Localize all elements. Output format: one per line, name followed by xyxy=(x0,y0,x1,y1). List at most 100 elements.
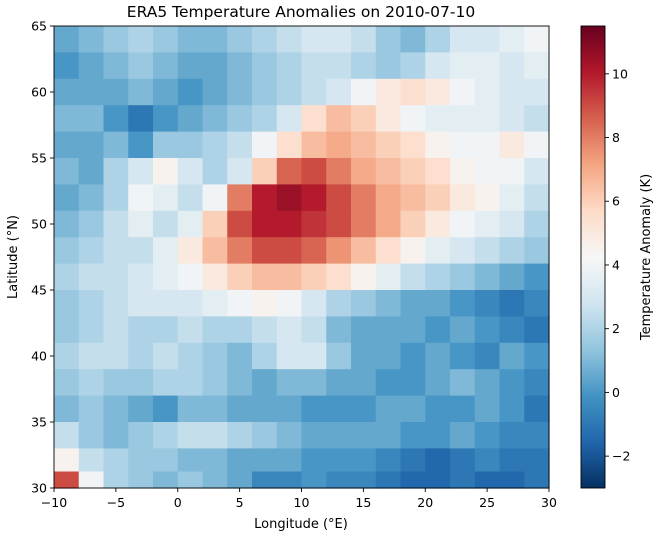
heatmap-cell xyxy=(103,471,129,489)
heatmap-cell xyxy=(78,52,105,80)
heatmap-cell xyxy=(78,158,105,185)
heatmap-cell xyxy=(499,131,525,159)
heatmap-cell xyxy=(400,210,426,238)
heatmap-cell xyxy=(177,316,204,344)
heatmap-cell xyxy=(474,290,501,317)
heatmap-cell xyxy=(128,395,154,423)
heatmap-cell xyxy=(54,263,80,291)
heatmap-cell xyxy=(375,105,402,133)
heatmap-cell xyxy=(276,448,303,473)
heatmap-cell xyxy=(301,422,327,449)
heatmap-cell xyxy=(375,237,402,265)
heatmap-cell xyxy=(351,52,377,80)
heatmap-cell xyxy=(375,290,402,317)
heatmap-cell xyxy=(351,422,377,449)
heatmap-cell xyxy=(252,105,278,133)
heatmap-cell xyxy=(375,448,402,473)
heatmap-cell xyxy=(54,184,80,212)
heatmap-cell xyxy=(425,471,451,489)
heatmap-cell xyxy=(276,237,303,265)
heatmap-cell xyxy=(128,263,154,291)
heatmap-cell xyxy=(78,26,105,53)
heatmap-cell xyxy=(153,448,179,473)
heatmap-cell xyxy=(276,78,303,106)
heatmap-cell xyxy=(252,210,278,238)
heatmap-cell xyxy=(400,316,426,344)
heatmap-cell xyxy=(425,342,451,370)
heatmap-cell xyxy=(202,316,228,344)
heatmap-cell xyxy=(177,131,204,159)
heatmap-cell xyxy=(227,26,253,53)
heatmap-cell xyxy=(252,26,278,53)
chart-title: ERA5 Temperature Anomalies on 2010-07-10 xyxy=(127,3,475,21)
heatmap-cell xyxy=(301,210,327,238)
heatmap-cell xyxy=(474,131,501,159)
heatmap-cell xyxy=(375,158,402,185)
heatmap-cell xyxy=(425,369,451,397)
heatmap-cell xyxy=(524,342,550,370)
y-axis-label: Latitude (°N) xyxy=(6,215,21,299)
heatmap-cell xyxy=(227,471,253,489)
heatmap-cell xyxy=(276,471,303,489)
heatmap-cell xyxy=(54,290,80,317)
heatmap-cell xyxy=(227,263,253,291)
heatmap-cell xyxy=(202,131,228,159)
heatmap-cell xyxy=(202,210,228,238)
heatmap-cell xyxy=(78,78,105,106)
heatmap-cell xyxy=(326,263,352,291)
heatmap-cell xyxy=(252,237,278,265)
colorbar-tick-label: 10 xyxy=(612,66,628,81)
heatmap-cell xyxy=(54,237,80,265)
heatmap-cell xyxy=(301,78,327,106)
heatmap-cell xyxy=(499,290,525,317)
heatmap-cell xyxy=(128,471,154,489)
heatmap-cell xyxy=(375,422,402,449)
heatmap-cell xyxy=(301,369,327,397)
heatmap-cell xyxy=(499,237,525,265)
heatmap-cell xyxy=(227,210,253,238)
heatmap-cell xyxy=(400,263,426,291)
heatmap-cell xyxy=(128,105,154,133)
heatmap-cell xyxy=(524,105,550,133)
heatmap-cell xyxy=(276,395,303,423)
heatmap-cell xyxy=(276,184,303,212)
heatmap-cell xyxy=(400,422,426,449)
heatmap-cell xyxy=(252,290,278,317)
heatmap-cell xyxy=(326,342,352,370)
heatmap-cell xyxy=(103,422,129,449)
heatmap-cell xyxy=(103,395,129,423)
x-tick-label: 0 xyxy=(174,495,182,510)
heatmap-cell xyxy=(78,316,105,344)
heatmap-cell xyxy=(450,237,476,265)
heatmap-cell xyxy=(78,448,105,473)
heatmap-cell xyxy=(400,395,426,423)
heatmap-cell xyxy=(301,448,327,473)
heatmap-cell xyxy=(252,263,278,291)
heatmap-cell xyxy=(351,210,377,238)
heatmap-cell xyxy=(400,342,426,370)
heatmap-cell xyxy=(450,290,476,317)
heatmap-cell xyxy=(474,237,501,265)
heatmap-cell xyxy=(425,448,451,473)
heatmap-cell xyxy=(276,369,303,397)
heatmap-cell xyxy=(153,26,179,53)
heatmap-cell xyxy=(128,52,154,80)
heatmap-cell xyxy=(425,316,451,344)
heatmap-cell xyxy=(326,369,352,397)
heatmap-cell xyxy=(474,263,501,291)
heatmap-cell xyxy=(425,105,451,133)
heatmap-cell xyxy=(252,131,278,159)
heatmap-cell xyxy=(499,158,525,185)
heatmap-cell xyxy=(351,237,377,265)
heatmap-cell xyxy=(153,395,179,423)
heatmap-cell xyxy=(227,395,253,423)
heatmap-cell xyxy=(177,448,204,473)
heatmap-cell xyxy=(375,316,402,344)
x-axis-label: Longitude (°E) xyxy=(254,517,348,532)
heatmap-cell xyxy=(227,290,253,317)
heatmap-cell xyxy=(103,210,129,238)
x-tick-label: −10 xyxy=(41,495,67,510)
heatmap-cell xyxy=(227,131,253,159)
heatmap-cell xyxy=(54,395,80,423)
heatmap-cell xyxy=(252,158,278,185)
